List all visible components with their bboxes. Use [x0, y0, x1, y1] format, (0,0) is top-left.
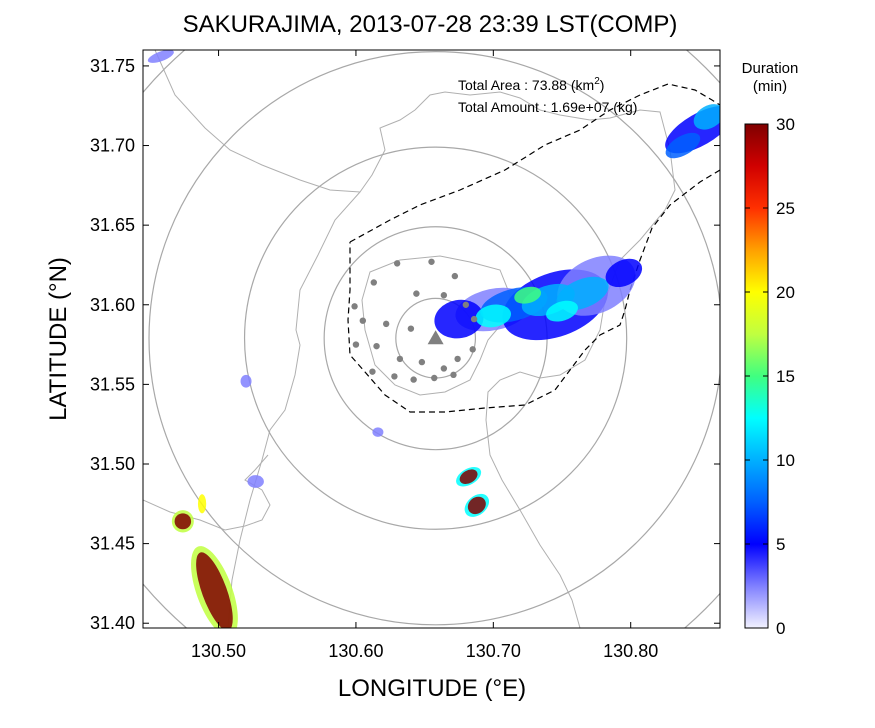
echo-cell — [693, 104, 720, 130]
total-amount-annotation: Total Amount : 1.69e+07 (kg) — [458, 99, 637, 115]
coastline-east — [485, 259, 621, 628]
colorbar-tick-label: 25 — [776, 199, 795, 218]
map-layer — [143, 50, 676, 628]
coastline-island — [361, 255, 511, 396]
station-dot — [407, 325, 415, 332]
station-dot — [396, 355, 404, 363]
station-dot — [462, 301, 470, 308]
station-dot — [352, 341, 360, 348]
y-axis: 31.40 31.45 31.50 31.55 31.60 31.65 31.70 31.75 — [90, 56, 720, 633]
station-dot — [391, 373, 398, 380]
colorbar-tick-label: 15 — [776, 367, 795, 386]
echo-cell — [197, 494, 207, 514]
colorbar-tick-label: 10 — [776, 451, 795, 470]
total-area-close: ) — [600, 77, 605, 93]
chart-title: SAKURAJIMA, 2013-07-28 23:39 LST(COMP) — [183, 11, 678, 38]
y-tick-label: 31.75 — [90, 56, 135, 76]
echo-cell — [546, 300, 578, 322]
echo-cell — [247, 475, 264, 488]
vent-marker — [427, 330, 444, 345]
station-dot — [451, 272, 459, 280]
station-dot — [431, 374, 438, 382]
colorbar-tick-label: 0 — [776, 619, 785, 638]
coastline-west — [227, 191, 361, 628]
range-ring — [243, 146, 628, 530]
y-axis-label: LATITUDE (°N) — [45, 257, 72, 421]
station-dot — [469, 346, 476, 353]
station-dot — [440, 292, 448, 299]
colorbar-title-line2: (min) — [753, 78, 787, 95]
echo-cell — [434, 299, 484, 339]
echo-cell — [514, 286, 542, 304]
echo-cell — [147, 50, 174, 63]
station-dot — [428, 258, 435, 265]
station-dot — [393, 260, 401, 267]
echo-cell — [174, 513, 192, 530]
echo-cell — [475, 304, 512, 328]
colorbar-tick-label: 5 — [776, 535, 785, 554]
station-dot — [450, 371, 457, 379]
colorbar-title-line1: Duration — [742, 60, 799, 77]
station-dot — [373, 342, 380, 350]
hazard-boundary — [347, 83, 720, 413]
echo-layer — [147, 50, 720, 628]
echo-cell — [196, 552, 233, 628]
echo-cell — [372, 427, 384, 437]
x-tick-label: 130.50 — [191, 641, 246, 661]
y-tick-label: 31.50 — [90, 454, 135, 474]
y-tick-label: 31.45 — [90, 534, 135, 554]
y-tick-label: 31.65 — [90, 215, 135, 235]
station-dot — [351, 303, 358, 310]
x-tick-label: 130.80 — [603, 641, 658, 661]
station-dot — [440, 365, 448, 372]
range-ring — [148, 51, 720, 626]
station-dot — [370, 279, 377, 286]
total-area-annotation: Total Area : 73.88 (km2) — [458, 76, 604, 93]
x-axis: 130.50 130.60 130.70 130.80 — [191, 50, 658, 661]
station-dot — [418, 358, 426, 366]
echo-cell — [459, 469, 478, 485]
total-area-text: Total Area : 73.88 (km — [458, 77, 594, 93]
station-dot — [413, 290, 420, 297]
station-dot — [359, 317, 367, 324]
coastline-north — [154, 50, 676, 261]
station-dot — [410, 376, 417, 383]
y-tick-label: 31.60 — [90, 295, 135, 315]
station-dot — [369, 368, 376, 375]
station-dot — [382, 320, 390, 328]
echo-cell — [665, 132, 701, 159]
x-tick-label: 130.70 — [466, 641, 521, 661]
y-tick-label: 31.40 — [90, 613, 135, 633]
colorbar-tick-label: 20 — [776, 283, 795, 302]
echo-cell — [240, 374, 252, 388]
station-dot — [470, 315, 478, 323]
total-area-sup: 2 — [594, 76, 600, 87]
x-axis-label: LONGITUDE (°E) — [338, 675, 526, 702]
plot-frame — [142, 49, 721, 629]
station-layer — [351, 258, 478, 383]
x-tick-label: 130.60 — [328, 641, 383, 661]
echo-cell — [605, 258, 643, 288]
station-dot — [454, 355, 461, 363]
y-tick-label: 31.55 — [90, 374, 135, 394]
colorbar-tick-label: 30 — [776, 115, 795, 134]
colorbar-ticks: 0 5 10 15 20 25 30 — [745, 115, 795, 638]
y-tick-label: 31.70 — [90, 136, 135, 156]
echo-cell — [467, 496, 486, 515]
